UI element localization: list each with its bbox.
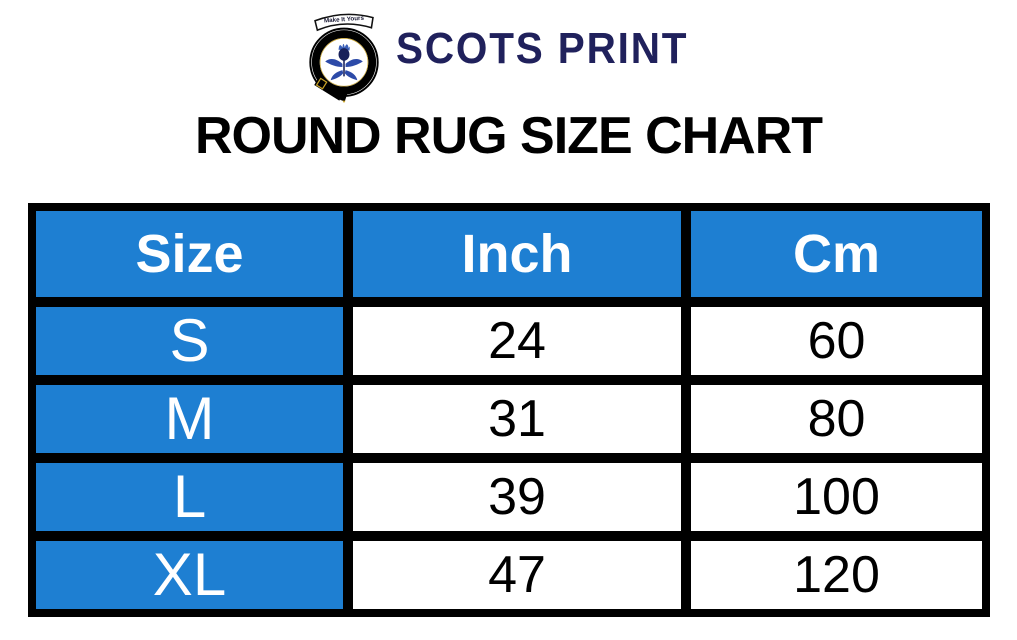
cm-cell-s: 60 (691, 307, 982, 375)
size-cell-m: M (36, 385, 343, 453)
buckle-strap-icon (313, 77, 348, 103)
column-header-size: Size (36, 211, 343, 297)
column-header-cm: Cm (691, 211, 982, 297)
inch-cell-l: 39 (353, 463, 681, 531)
size-cell-xl: XL (36, 541, 343, 609)
size-chart-table: Size Inch Cm S 24 60 M 31 80 L 39 100 XL… (28, 203, 990, 617)
clan-crest-icon: Make It Yours (308, 13, 379, 103)
inch-cell-s: 24 (353, 307, 681, 375)
column-header-inch: Inch (353, 211, 681, 297)
page-title: ROUND RUG SIZE CHART (194, 107, 823, 165)
size-cell-s: S (36, 307, 343, 375)
scots-print-logo: Make It Yours SCOTS PRINT (0, 8, 1017, 104)
thistle-icon (324, 43, 363, 81)
brand-name: SCOTS PRINT (395, 24, 688, 73)
inch-cell-m: 31 (353, 385, 681, 453)
cm-cell-m: 80 (691, 385, 982, 453)
size-cell-l: L (36, 463, 343, 531)
cm-cell-xl: 120 (691, 541, 982, 609)
banner-text: Make It Yours (323, 15, 364, 25)
inch-cell-xl: 47 (353, 541, 681, 609)
cm-cell-l: 100 (691, 463, 982, 531)
banner-ribbon: Make It Yours (313, 13, 374, 32)
